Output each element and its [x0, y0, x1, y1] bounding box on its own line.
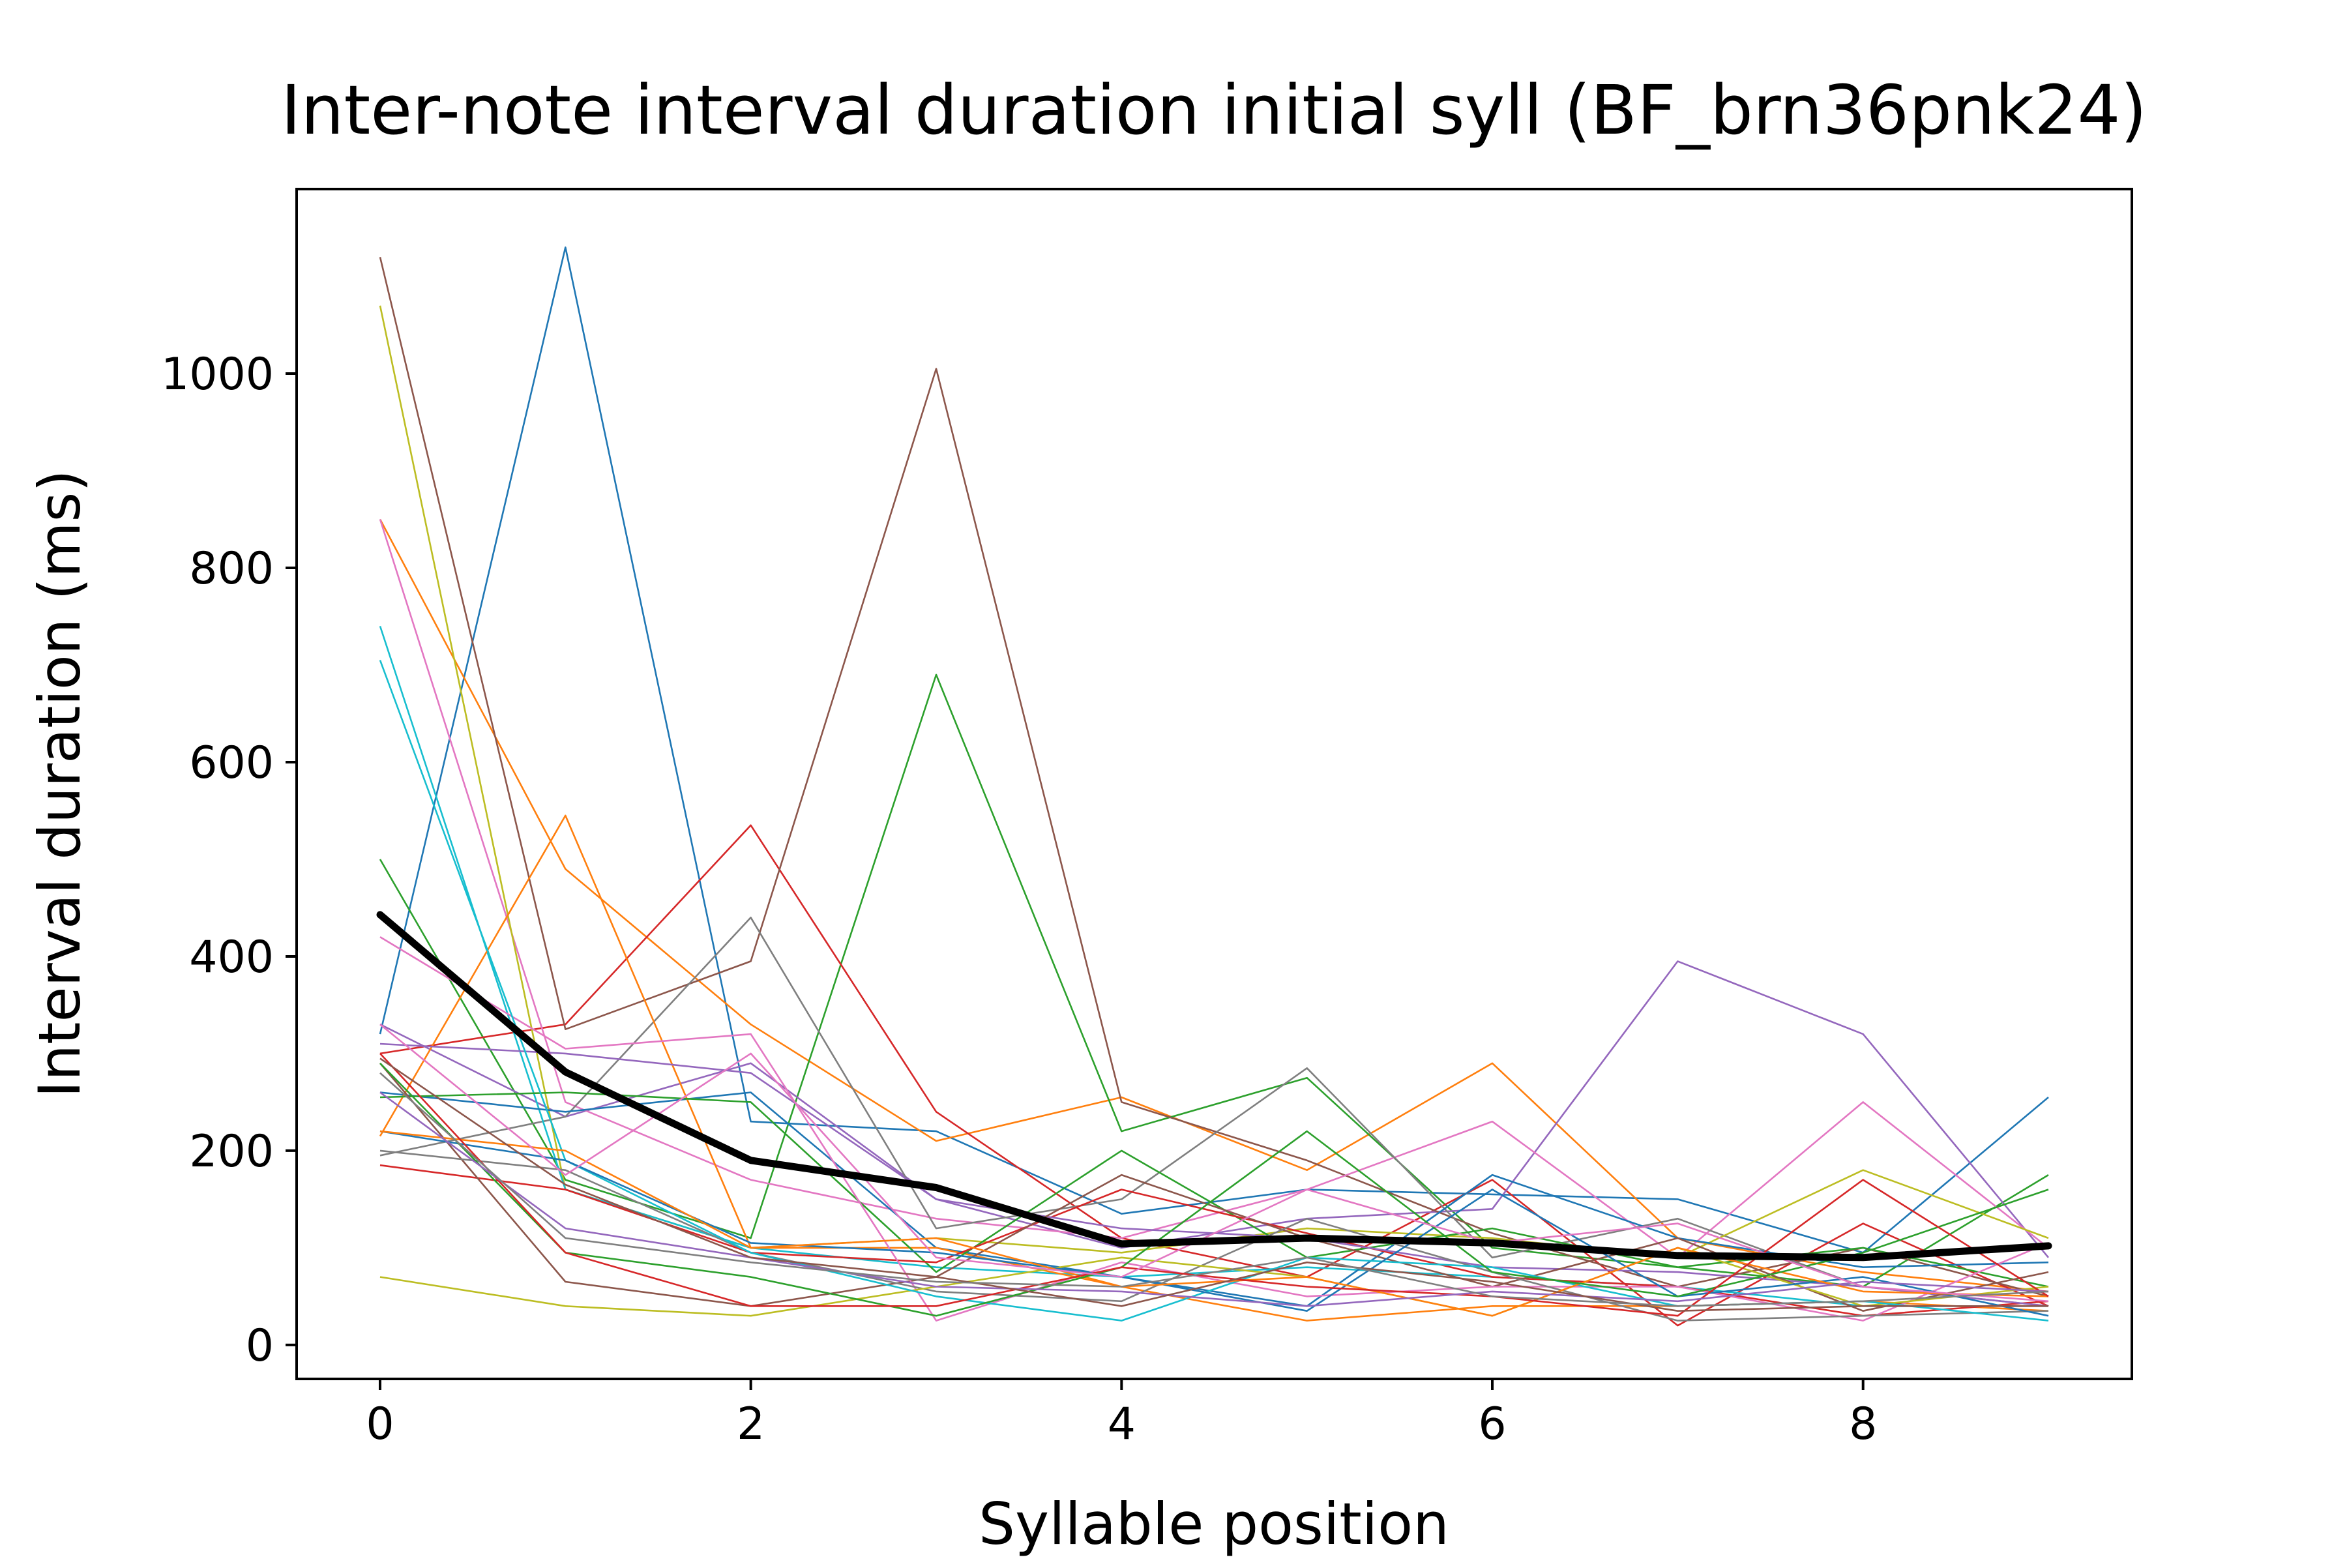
x-tick-label: 4	[1108, 1398, 1136, 1450]
series-line-22	[379, 1130, 2049, 1317]
series-line-18	[379, 1149, 2049, 1322]
y-tick-label: 1000	[161, 349, 274, 400]
x-tick-label: 6	[1478, 1398, 1506, 1450]
series-line-24	[379, 1053, 2049, 1317]
y-axis-label: Interval duration (ms)	[26, 469, 93, 1098]
y-tick-label: 400	[189, 932, 274, 983]
y-axis: 0 200 400 600 800 1000	[161, 349, 297, 1372]
series-line-23	[379, 1062, 2049, 1317]
series-line-6	[379, 256, 2049, 1297]
x-axis-label: Syllable position	[979, 1490, 1449, 1558]
plot-frame	[295, 188, 2133, 1380]
y-tick-label: 800	[189, 543, 274, 595]
chart-title: Inter-note interval duration initial syl…	[281, 70, 2147, 150]
x-axis: 0 2 4 6 8	[366, 1379, 1877, 1450]
mean-layer	[376, 911, 2052, 1262]
series-line-26	[379, 1058, 2048, 1312]
series-line-21	[379, 1130, 2049, 1317]
series-line-1	[379, 246, 2049, 1254]
mean-line	[376, 911, 2052, 1262]
x-tick-label: 2	[737, 1398, 765, 1450]
x-tick-label: 8	[1849, 1398, 1877, 1450]
series-line-28	[379, 1072, 2049, 1307]
y-tick-label: 200	[189, 1126, 274, 1177]
series-line-25	[379, 1091, 2049, 1307]
series-line-11	[379, 1091, 2049, 1307]
series-line-19	[379, 1247, 2049, 1317]
y-tick-label: 0	[246, 1320, 274, 1372]
x-tick-label: 0	[366, 1398, 394, 1450]
y-tick-label: 600	[189, 737, 274, 789]
series-layer	[379, 246, 2050, 1327]
series-line-7	[379, 519, 2049, 1259]
